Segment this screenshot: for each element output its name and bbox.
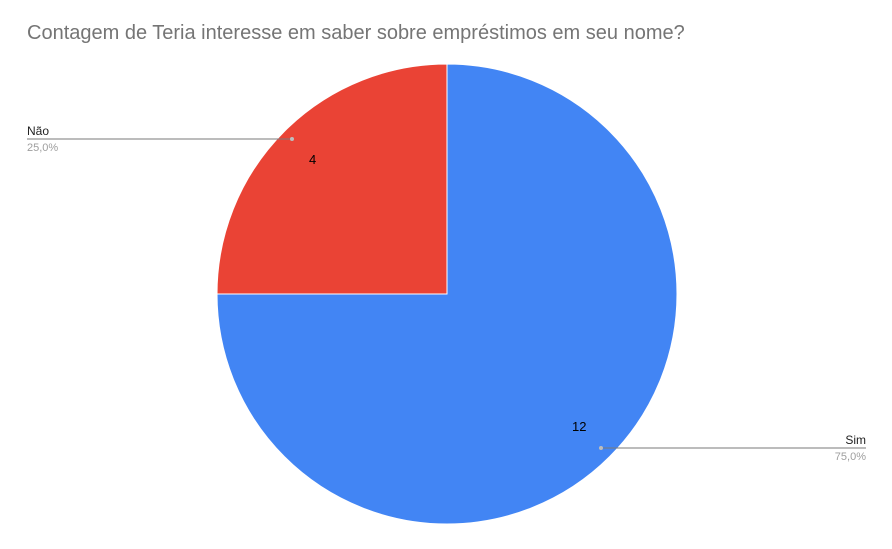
slice-percent-nao: 25,0% bbox=[27, 142, 58, 154]
chart-title: Contagem de Teria interesse em saber sob… bbox=[27, 22, 685, 44]
callout-dot-sim bbox=[599, 446, 603, 450]
pie-slice-sim bbox=[216, 63, 678, 525]
callout-dot-nao bbox=[290, 137, 294, 141]
slice-label-nao: Não bbox=[27, 124, 49, 138]
slice-value-sim: 12 bbox=[572, 419, 586, 434]
pie-slices bbox=[216, 63, 678, 525]
pie-slice-nao bbox=[216, 63, 448, 295]
slice-label-sim: Sim bbox=[845, 433, 866, 447]
pie-callouts: Não 25,0% 4 Sim 75,0% 12 bbox=[27, 124, 866, 463]
slice-percent-sim: 75,0% bbox=[835, 451, 866, 463]
slice-value-nao: 4 bbox=[309, 152, 316, 167]
